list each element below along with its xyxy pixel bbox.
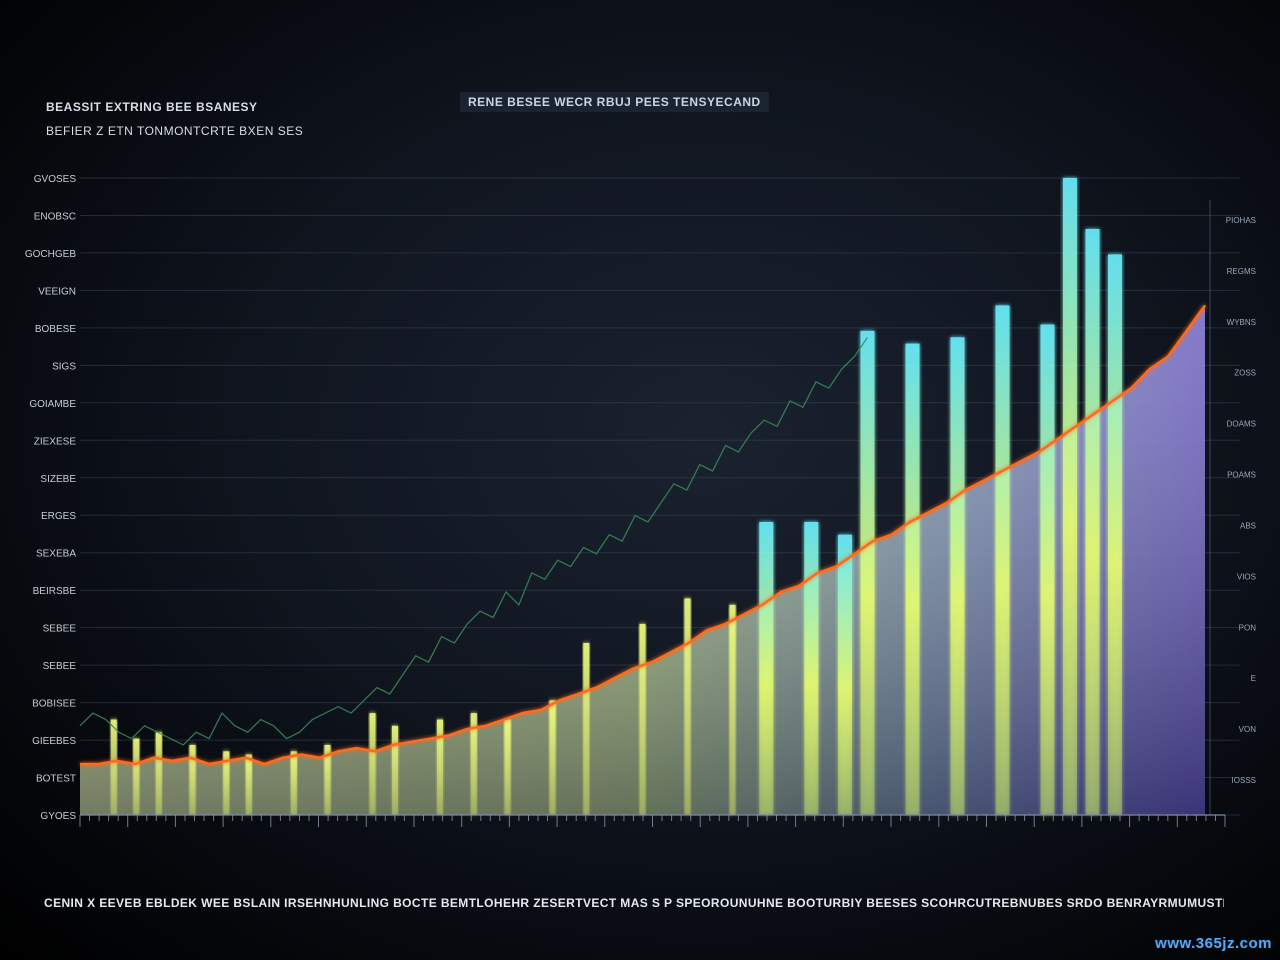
spike-bar xyxy=(189,744,196,815)
y-tick-label-right: ZOSS xyxy=(1234,369,1256,378)
spike-bar xyxy=(223,751,230,815)
y-tick-label-left: VEEIGN xyxy=(38,286,76,297)
spike-bar xyxy=(133,738,140,815)
spike-bar xyxy=(437,719,443,815)
y-tick-label-left: BOBESE xyxy=(35,324,76,335)
x-axis xyxy=(79,814,1226,827)
y-tick-label-right: PON xyxy=(1239,623,1257,632)
spike-bar xyxy=(1108,254,1122,815)
spike-bar xyxy=(759,522,774,815)
spike-bar xyxy=(392,725,398,815)
spike-bars xyxy=(110,178,1122,816)
spike-bar xyxy=(905,343,920,815)
area-shade xyxy=(80,305,1205,815)
right-axis-ticks: PIOHAS REGMS WYBNS ZOSS DOAMS POAMS ABS VIOS PON… xyxy=(1209,200,1257,815)
y-tick-label-right: REGMS xyxy=(1227,267,1256,276)
spike-bar xyxy=(838,534,852,815)
spike-bar xyxy=(639,623,646,815)
spike-bar xyxy=(470,713,477,815)
y-tick-label-left: ENOBSC xyxy=(34,212,76,223)
area-series xyxy=(80,305,1205,815)
y-tick-label-left: BEIRSBE xyxy=(33,586,77,597)
y-tick-label-left: GOIAMBE xyxy=(29,399,76,410)
trend-lines xyxy=(79,304,1207,766)
spike-bar xyxy=(729,604,736,815)
y-tick-label-left: GIEEBES xyxy=(32,736,76,747)
y-tick-label-left: BOBISEE xyxy=(32,699,76,710)
spike-bar xyxy=(583,643,590,815)
y-tick-label-right: VON xyxy=(1239,725,1257,734)
spike-bar xyxy=(324,744,331,815)
y-tick-label-left: ZIEXESE xyxy=(34,436,77,447)
left-axis-ticks: GVOSES ENOBSC GOCHGEB VEEIGN BOBESE SIGS GOIAM… xyxy=(25,174,76,822)
y-tick-label-right: POAMS xyxy=(1227,471,1256,480)
spike-bar xyxy=(504,719,511,815)
spike-bar xyxy=(995,305,1010,815)
y-tick-label-right: ABS xyxy=(1240,522,1256,531)
y-tick-label-right: E xyxy=(1251,674,1256,683)
y-tick-label-left: SIZEBE xyxy=(40,474,76,485)
secondary-line xyxy=(79,336,869,746)
y-tick-label-left: SEXEBA xyxy=(36,549,76,560)
y-tick-label-right: VIOS xyxy=(1237,572,1256,581)
y-tick-label-right: IOSSS xyxy=(1232,776,1256,785)
header-left-line-1: BEASSIT EXTRING BEE BSANESY xyxy=(46,100,258,114)
trend-line xyxy=(80,304,1207,766)
y-tick-label-left: SEBEE xyxy=(43,661,77,672)
header-center-title: RENE BESEE WECR RBUJ PEES TENSYECAND xyxy=(460,92,769,112)
y-tick-label-left: ERGES xyxy=(41,511,76,522)
spike-bar xyxy=(290,751,297,815)
y-tick-label-left: GOCHGEB xyxy=(25,249,76,260)
y-tick-label-left: SEBEE xyxy=(43,624,77,635)
spike-bar xyxy=(860,330,875,815)
spike-bar xyxy=(369,713,376,815)
spike-bar xyxy=(1085,229,1100,815)
y-tick-label-left: GVOSES xyxy=(34,174,77,185)
spike-bar xyxy=(950,337,965,816)
watermark: www.365jz.com xyxy=(1155,935,1272,952)
spike-bar xyxy=(684,598,691,815)
y-tick-label-left: GYOES xyxy=(40,811,76,822)
spike-bar xyxy=(1040,324,1055,815)
spike-bar xyxy=(155,732,162,815)
y-tick-label-right: WYBNS xyxy=(1227,318,1256,327)
spike-bar xyxy=(804,522,819,815)
spike-bar xyxy=(110,719,117,815)
y-tick-label-right: DOAMS xyxy=(1227,420,1256,429)
spike-bar xyxy=(1063,178,1077,815)
footer-caption: CENIN X EEVEB EBLDEK WEE BSLAIN IRSEHNHU… xyxy=(44,896,1224,910)
spike-bar xyxy=(549,700,556,815)
header-left-line-2: BEFIER Z ETN TONMONTCRTE BXEN SES xyxy=(46,124,304,138)
y-tick-label-left: BOTEST xyxy=(36,774,76,785)
y-tick-label-left: SIGS xyxy=(52,361,76,372)
spike-bar xyxy=(245,754,252,815)
y-tick-label-right: PIOHAS xyxy=(1226,216,1256,225)
